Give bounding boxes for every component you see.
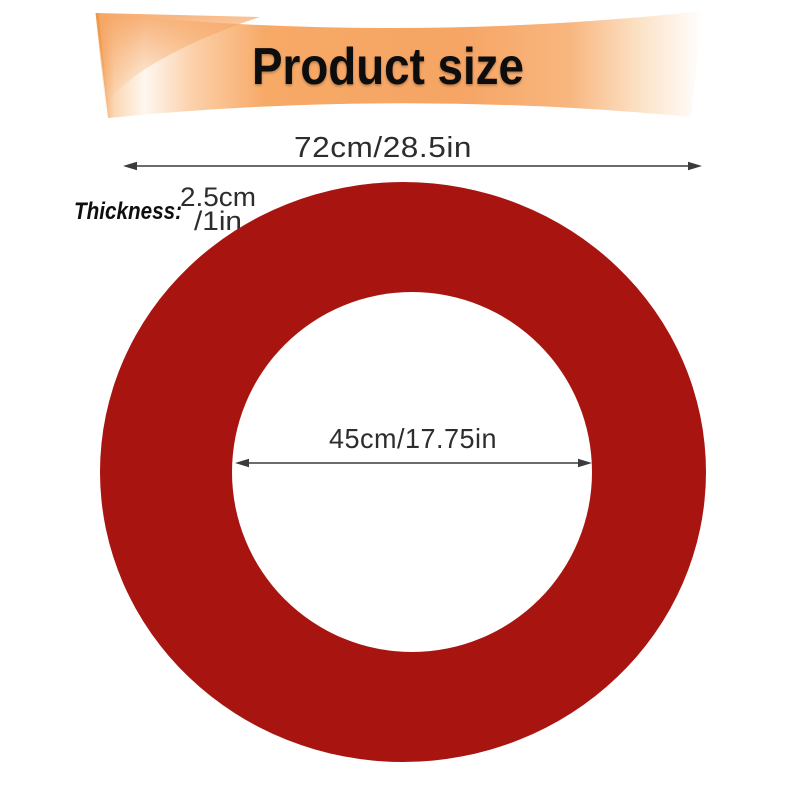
thickness-value-in: /1in xyxy=(194,206,242,236)
banner-left-edge-stripe xyxy=(95,12,110,118)
banner-left-wedge xyxy=(96,13,260,100)
banner: Product size xyxy=(95,11,703,118)
thickness-value-cm: 2.5cm xyxy=(180,182,256,212)
inner-diameter-arrowhead-left xyxy=(235,458,249,468)
outer-diameter-arrowhead-right xyxy=(688,161,702,171)
inner-diameter-label: 45cm/17.75in xyxy=(329,423,497,454)
banner-ribbon xyxy=(96,11,703,118)
product-ring xyxy=(100,182,706,762)
outer-diameter-dimension: 72cm/28.5in xyxy=(123,132,702,171)
inner-diameter-dimension: 45cm/17.75in xyxy=(235,423,592,468)
inner-diameter-arrowhead-right xyxy=(578,458,592,468)
ring-inner-hole xyxy=(232,292,592,652)
outer-diameter-label: 72cm/28.5in xyxy=(294,132,472,164)
outer-diameter-arrowhead-left xyxy=(123,161,137,171)
banner-title: Product size xyxy=(252,38,524,96)
thickness-label: Thickness: xyxy=(74,198,182,225)
thickness-annotation: Thickness: 2.5cm /1in xyxy=(74,182,256,236)
